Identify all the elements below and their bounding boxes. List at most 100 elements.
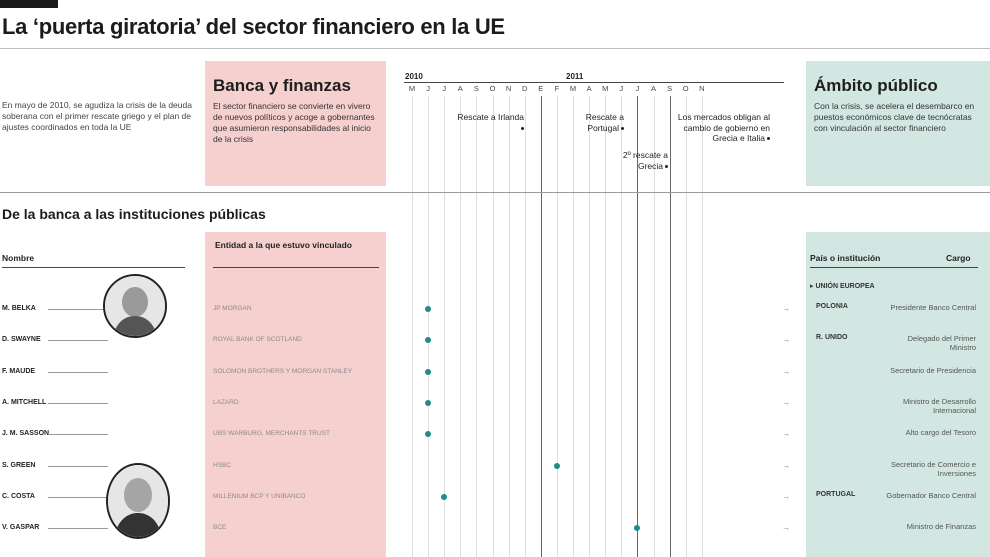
person-name: D. SWAYNE (2, 336, 41, 344)
section-rule (0, 192, 990, 193)
event-segundo-rescate-grecia: 2º rescate a Grecia (608, 150, 668, 171)
appointment-marker (425, 306, 432, 312)
person-cargo: Ministro de Desarrollo Internacional (903, 396, 976, 415)
appointment-marker (441, 493, 448, 500)
month-gridline (476, 96, 478, 557)
person-name: M. BELKA (2, 305, 36, 312)
section-title: De la banca a las instituciones públicas (2, 206, 266, 222)
month-label: M (602, 84, 609, 93)
column-header-entidad: Entidad a la que estuvo vinculado (215, 240, 352, 250)
month-gridline (460, 96, 462, 557)
appointment-marker (425, 431, 432, 438)
person-cargo: Gobernador Banco Central (886, 490, 976, 500)
month-gridline (492, 96, 494, 557)
row-arrow-icon: → (782, 460, 790, 470)
nombre-header-rule (2, 267, 185, 268)
person-entity: SOLOMON BROTHERS Y MORGAN STANLEY (213, 367, 353, 375)
month-label: E (538, 84, 544, 93)
intro-text: En mayo de 2010, se agudiza la crisis de… (2, 100, 192, 132)
month-label: A (586, 84, 592, 93)
month-gridline (637, 96, 639, 557)
event-cambio-gobierno: Los mercados obligan al cambio de gobier… (660, 112, 770, 144)
banca-heading: Banca y finanzas (213, 76, 351, 95)
month-label: A (650, 84, 656, 93)
event-rescate-irlanda: Rescate a Irlanda (454, 112, 524, 133)
name-leader-line (48, 434, 108, 436)
person-country: R. UNIDO (816, 334, 848, 342)
row-arrow-icon: → (782, 429, 790, 439)
appointment-marker (425, 368, 432, 375)
event-dot (521, 126, 524, 130)
person-cargo: Secretario de Comercio e Inversiones (890, 459, 976, 478)
month-label: J (442, 84, 447, 93)
portrait-belka (103, 274, 167, 338)
year-label-2010: 2010 (405, 72, 423, 81)
month-label: N (505, 84, 512, 93)
month-gridline (589, 96, 591, 557)
column-header-pais: País o institución (810, 253, 881, 263)
month-gridline (669, 96, 671, 557)
month-gridline (573, 96, 574, 557)
month-label: D (521, 84, 528, 93)
month-gridline (605, 96, 607, 557)
month-label: M (569, 84, 577, 93)
person-name: C. COSTA (2, 492, 35, 500)
person-entity: JP MORGAN (213, 305, 252, 312)
cargo-column-bg (806, 232, 990, 557)
entity-column-bg (205, 232, 386, 557)
name-leader-line (48, 340, 108, 342)
column-header-cargo: Cargo (946, 253, 971, 263)
month-label: J (619, 84, 624, 93)
ambito-panel (806, 61, 990, 186)
month-gridline (524, 96, 526, 557)
month-label: O (682, 84, 689, 93)
month-gridline (444, 96, 446, 557)
person-cargo: Delegado del Primer Ministro (907, 334, 976, 353)
event-label: Los mercados obligan al cambio de gobier… (677, 112, 770, 143)
person-entity: MILLENIUM BCP Y UNIBANCO (213, 492, 306, 500)
appointment-marker (425, 337, 432, 344)
row-arrow-icon: → (782, 304, 790, 313)
person-silhouette-icon (105, 276, 165, 336)
appointment-marker (634, 525, 641, 532)
event-label: Rescate a Portugal (585, 112, 624, 133)
name-leader-line (48, 402, 108, 404)
person-name: F. MAUDE (2, 367, 36, 375)
ambito-text: Con la crisis, se acelera el desembarco … (814, 101, 975, 133)
ambito-heading: Ámbito público (814, 76, 938, 95)
top-accent-bar (0, 0, 58, 8)
page-title: La ‘puerta giratoria’ del sector financi… (2, 14, 505, 39)
month-gridline (701, 96, 703, 557)
event-label: Rescate a Irlanda (457, 112, 524, 122)
month-label: M (408, 84, 416, 93)
portrait-costa (106, 463, 170, 539)
appointment-marker (425, 399, 432, 406)
banca-text: El sector financiero se convierte en viv… (213, 101, 375, 144)
person-name: V. GASPAR (2, 524, 40, 532)
person-cargo: Ministro de Finanzas (906, 522, 976, 532)
name-leader-line (48, 371, 108, 373)
person-country: POLONIA (816, 303, 848, 310)
appointment-marker (553, 462, 560, 469)
month-label: S (667, 84, 673, 93)
name-leader-line (48, 309, 108, 310)
group-header-ue: ▸ UNIÓN EUROPEA (810, 283, 875, 290)
person-entity: HSBC (213, 461, 232, 469)
month-gridline (556, 96, 558, 557)
name-leader-line (48, 528, 108, 530)
event-dot (665, 164, 668, 168)
month-label: N (699, 84, 705, 93)
row-arrow-icon: → (782, 366, 790, 376)
pais-header-rule (810, 267, 978, 268)
person-silhouette-icon (108, 465, 168, 537)
person-cargo: Presidente Banco Central (890, 303, 976, 312)
title-rule (0, 48, 990, 49)
month-gridline (540, 96, 542, 557)
person-cargo: Secretario de Presidencia (890, 365, 976, 375)
entidad-header-rule (213, 267, 379, 268)
row-arrow-icon: → (782, 523, 790, 533)
year-label-2011: 2011 (566, 72, 584, 81)
person-entity: UBS WARBURG, MERCHANTS TRUST (213, 430, 331, 438)
row-arrow-icon: → (782, 491, 790, 501)
person-name: A. MITCHELL (2, 398, 47, 406)
